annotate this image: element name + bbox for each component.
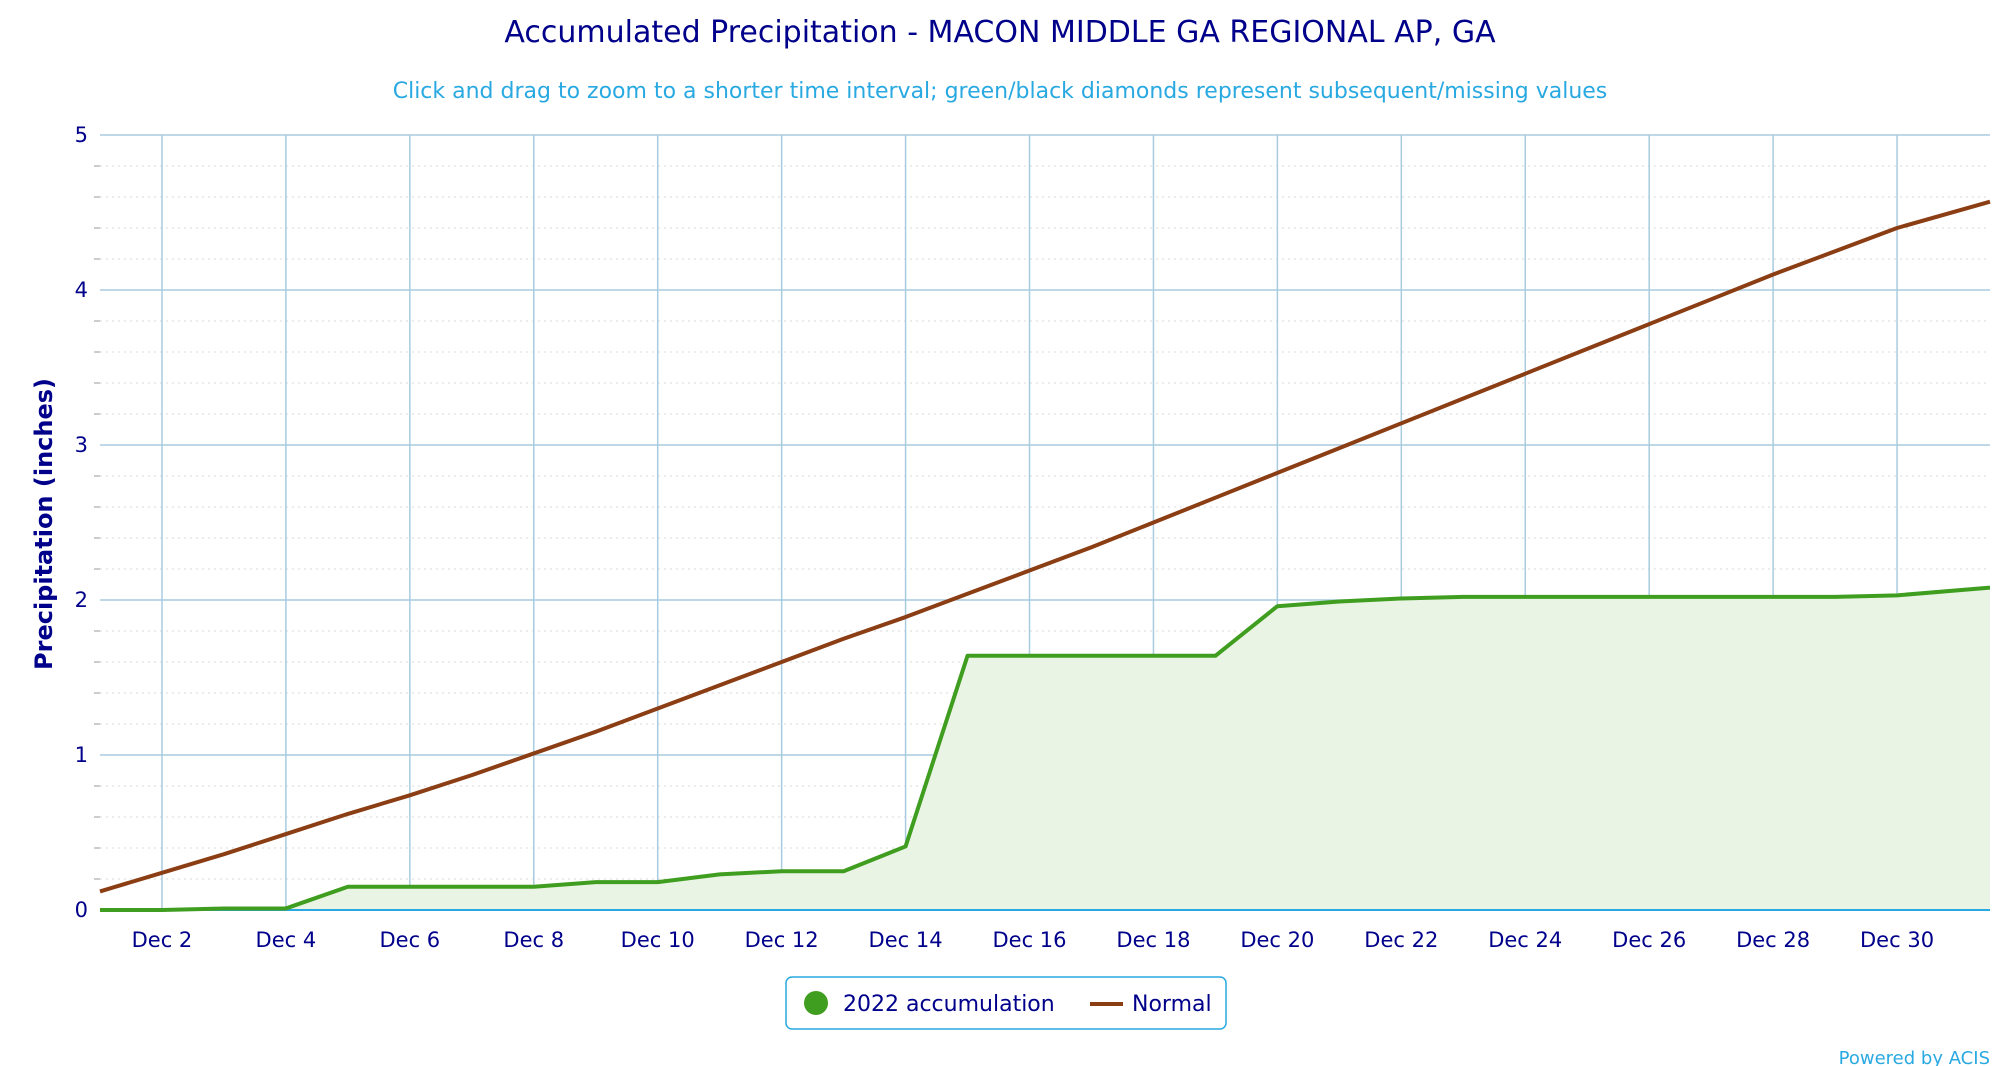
chart-subtitle: Click and drag to zoom to a shorter time… — [393, 79, 1608, 104]
y-tick-label: 2 — [75, 588, 88, 612]
x-tick-label: Dec 24 — [1488, 928, 1562, 952]
chart-title: Accumulated Precipitation - MACON MIDDLE… — [504, 15, 1496, 50]
y-tick-label: 3 — [75, 433, 88, 457]
legend-box — [785, 976, 1227, 1030]
x-axis: Dec 2 Dec 4 Dec 6 Dec 8 Dec 10 Dec 12 Dec 14 De… — [132, 928, 1934, 952]
y-tick-label: 4 — [75, 278, 88, 302]
y-tick-label: 5 — [75, 123, 88, 147]
normal-series-line — [99, 199, 1991, 894]
x-tick-label: Dec 18 — [1116, 928, 1190, 952]
x-tick-label: Dec 20 — [1240, 928, 1314, 952]
legend-marker-green-circle-icon — [804, 991, 828, 1015]
x-tick-label: Dec 22 — [1364, 928, 1438, 952]
legend[interactable]: 2022 accumulation Normal — [785, 976, 1227, 1030]
accumulation-area — [100, 587, 1990, 910]
plot-area[interactable] — [99, 199, 1991, 912]
x-tick-label: Dec 12 — [745, 928, 819, 952]
legend-label-2022: 2022 accumulation — [843, 992, 1055, 1017]
x-tick-label: Dec 14 — [869, 928, 943, 952]
x-tick-label: Dec 6 — [379, 928, 440, 952]
accumulation-series-line — [100, 585, 1991, 912]
y-axis-label: Precipitation (inches) — [30, 378, 58, 670]
x-tick-label: Dec 10 — [621, 928, 695, 952]
y-axis: 0 1 2 3 4 5 — [75, 123, 88, 922]
legend-item-normal[interactable]: Normal — [1090, 992, 1212, 1017]
x-tick-label: Dec 8 — [503, 928, 564, 952]
x-tick-label: Dec 2 — [132, 928, 193, 952]
x-tick-label: Dec 30 — [1860, 928, 1934, 952]
x-tick-label: Dec 26 — [1612, 928, 1686, 952]
legend-label-normal: Normal — [1132, 992, 1212, 1017]
y-tick-label: 1 — [75, 743, 88, 767]
credit-link[interactable]: Powered by ACIS — [1839, 1048, 1990, 1066]
legend-item-2022-accumulation[interactable]: 2022 accumulation — [804, 991, 1055, 1017]
y-tick-label: 0 — [75, 898, 88, 922]
x-tick-label: Dec 16 — [992, 928, 1066, 952]
x-tick-label: Dec 28 — [1736, 928, 1810, 952]
x-tick-label: Dec 4 — [256, 928, 317, 952]
